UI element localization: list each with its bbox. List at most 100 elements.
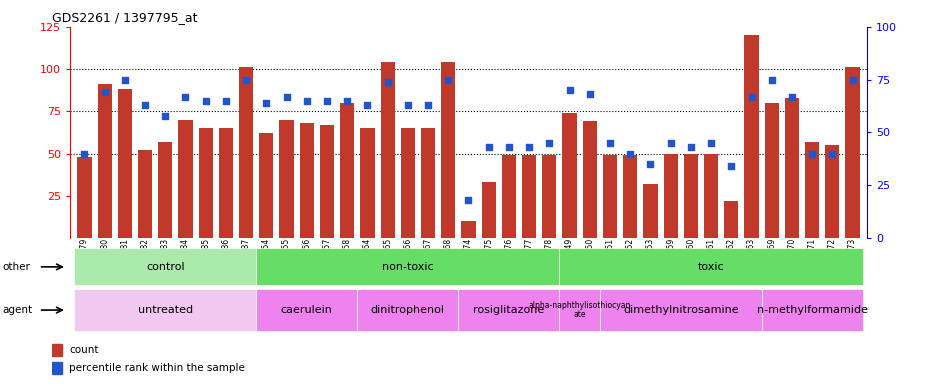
Text: GDS2261 / 1397795_at: GDS2261 / 1397795_at — [51, 12, 197, 25]
Point — [97, 89, 112, 95]
Bar — [51, 362, 62, 374]
Text: other: other — [3, 262, 31, 272]
Point — [319, 98, 334, 104]
Text: rosiglitazone: rosiglitazone — [473, 305, 544, 315]
Bar — [118, 89, 132, 238]
Bar — [703, 154, 717, 238]
Bar — [340, 103, 354, 238]
FancyBboxPatch shape — [357, 289, 458, 331]
Point — [157, 113, 172, 119]
Point — [77, 151, 92, 157]
Point — [804, 151, 819, 157]
Text: toxic: toxic — [697, 262, 724, 272]
Point — [400, 102, 415, 108]
Bar — [562, 113, 576, 238]
Point — [723, 163, 738, 169]
Point — [663, 140, 678, 146]
Bar — [259, 133, 273, 238]
Point — [440, 76, 455, 83]
Point — [764, 76, 779, 83]
Point — [783, 94, 798, 100]
Point — [218, 98, 233, 104]
Bar — [219, 128, 233, 238]
FancyBboxPatch shape — [599, 289, 761, 331]
FancyBboxPatch shape — [74, 248, 256, 285]
FancyBboxPatch shape — [74, 289, 256, 331]
Text: percentile rank within the sample: percentile rank within the sample — [69, 363, 245, 373]
Point — [117, 76, 132, 83]
Text: non-toxic: non-toxic — [382, 262, 433, 272]
Bar — [502, 155, 516, 238]
FancyBboxPatch shape — [256, 289, 357, 331]
Bar — [300, 123, 314, 238]
Point — [844, 76, 859, 83]
Text: dimethylnitrosamine: dimethylnitrosamine — [622, 305, 738, 315]
Bar — [481, 182, 495, 238]
Bar — [97, 84, 111, 238]
Point — [682, 144, 697, 150]
Point — [239, 76, 254, 83]
FancyBboxPatch shape — [256, 248, 559, 285]
FancyBboxPatch shape — [559, 289, 599, 331]
Text: agent: agent — [3, 305, 33, 315]
Bar — [138, 150, 152, 238]
Point — [138, 102, 153, 108]
Point — [380, 79, 395, 85]
Point — [622, 151, 637, 157]
Bar — [663, 154, 677, 238]
Bar — [360, 128, 374, 238]
Bar — [279, 120, 293, 238]
Text: caerulein: caerulein — [281, 305, 332, 315]
Point — [258, 100, 273, 106]
Point — [461, 197, 475, 203]
Bar — [804, 142, 818, 238]
Bar — [239, 68, 253, 238]
Point — [299, 98, 314, 104]
Point — [541, 140, 556, 146]
Bar — [743, 35, 758, 238]
Point — [501, 144, 516, 150]
Bar — [420, 128, 434, 238]
Point — [420, 102, 435, 108]
Point — [602, 140, 617, 146]
Point — [340, 98, 355, 104]
FancyBboxPatch shape — [458, 289, 559, 331]
Point — [521, 144, 536, 150]
Point — [581, 91, 596, 98]
FancyBboxPatch shape — [761, 289, 862, 331]
Bar — [51, 344, 62, 356]
Bar — [441, 62, 455, 238]
Text: untreated: untreated — [138, 305, 193, 315]
FancyBboxPatch shape — [559, 248, 862, 285]
Point — [642, 161, 657, 167]
Bar — [784, 98, 798, 238]
Bar — [319, 125, 334, 238]
Point — [481, 144, 496, 150]
Bar — [825, 145, 839, 238]
Bar — [178, 120, 193, 238]
Bar — [724, 201, 738, 238]
Point — [359, 102, 374, 108]
Bar — [683, 154, 697, 238]
Point — [562, 87, 577, 93]
Point — [198, 98, 213, 104]
Bar — [198, 128, 212, 238]
Bar — [78, 157, 92, 238]
Bar — [401, 128, 415, 238]
Text: control: control — [146, 262, 184, 272]
Point — [279, 94, 294, 100]
Bar — [380, 62, 394, 238]
Point — [743, 94, 758, 100]
Text: count: count — [69, 345, 98, 355]
Point — [703, 140, 718, 146]
Text: n-methylformamide: n-methylformamide — [756, 305, 867, 315]
Text: alpha-naphthylisothiocyan
ate: alpha-naphthylisothiocyan ate — [528, 301, 630, 319]
Point — [178, 94, 193, 100]
Bar — [582, 121, 596, 238]
Bar — [602, 155, 617, 238]
Text: dinitrophenol: dinitrophenol — [371, 305, 445, 315]
Bar — [764, 103, 778, 238]
Bar — [643, 184, 657, 238]
Bar — [622, 155, 636, 238]
Bar — [542, 155, 556, 238]
